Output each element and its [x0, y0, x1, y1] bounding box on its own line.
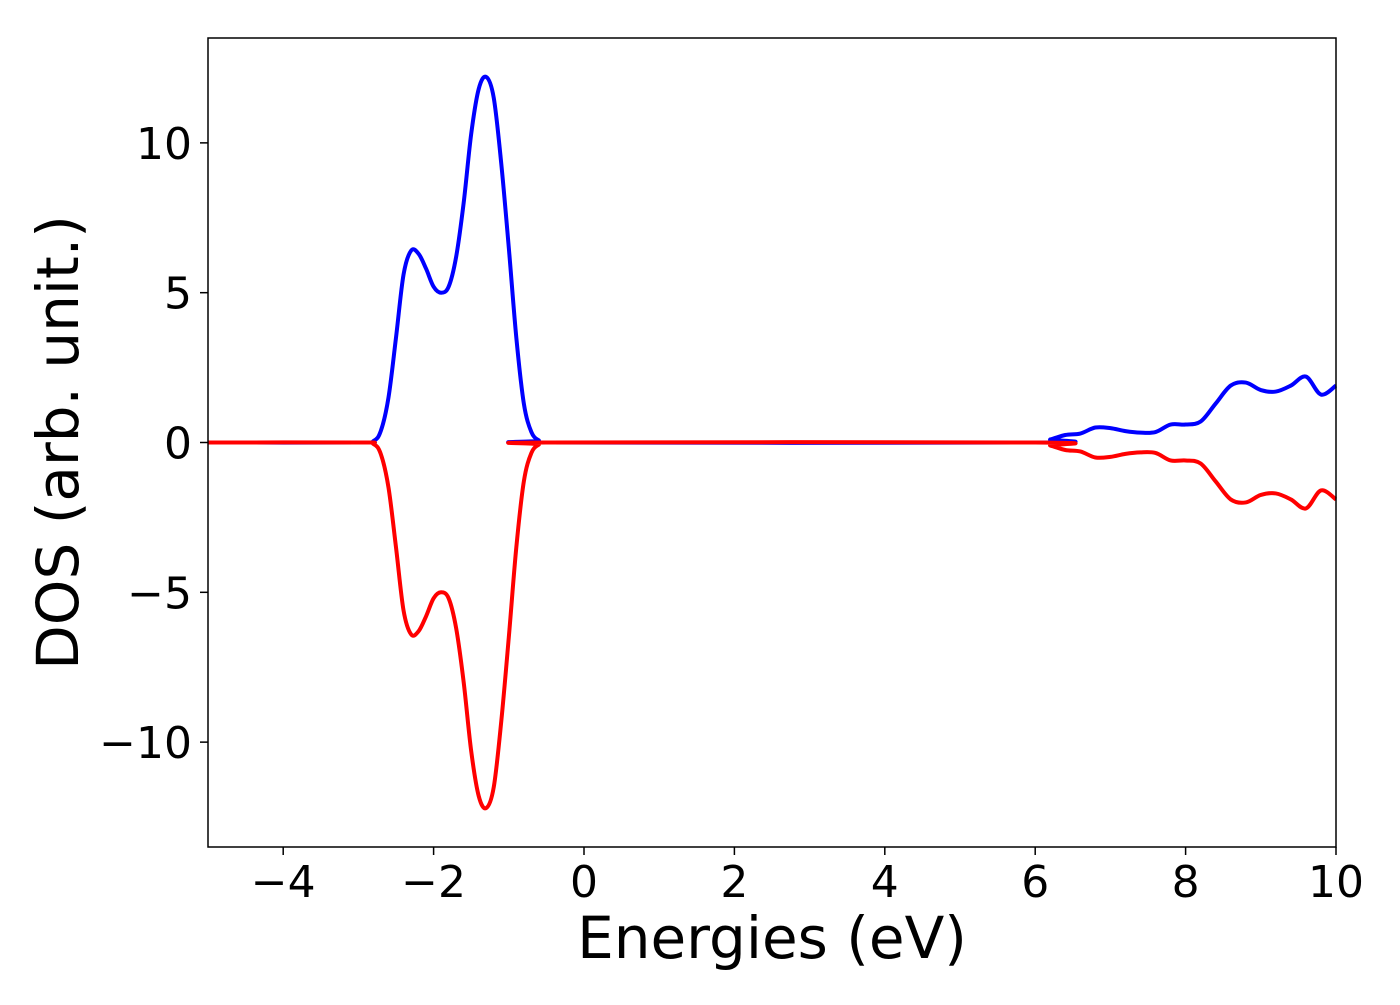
x-tick-label: 0 — [570, 857, 598, 908]
x-tick-label: −2 — [401, 857, 466, 908]
y-tick-label: −10 — [99, 718, 192, 769]
y-tick-label: 0 — [164, 419, 192, 470]
y-ticks: −10 −5 0 5 10 — [99, 119, 208, 769]
y-axis-label: DOS (arb. unit.) — [24, 215, 92, 670]
series-layer — [207, 74, 1338, 811]
dos-series-line-1 — [207, 74, 1338, 445]
dos-series-line-2 — [207, 440, 1338, 811]
x-tick-label: 2 — [720, 857, 748, 908]
x-ticks: −4 −2 0 2 4 6 8 10 — [251, 847, 1364, 908]
y-tick-label: 10 — [136, 119, 192, 170]
x-tick-label: 10 — [1308, 857, 1364, 908]
x-tick-label: 6 — [1021, 857, 1049, 908]
y-tick-label: −5 — [127, 568, 192, 619]
x-tick-label: −4 — [251, 857, 316, 908]
x-tick-label: 4 — [871, 857, 899, 908]
y-tick-label: 5 — [164, 269, 192, 320]
x-tick-label: 8 — [1172, 857, 1200, 908]
x-axis-label: Energies (eV) — [577, 904, 967, 972]
